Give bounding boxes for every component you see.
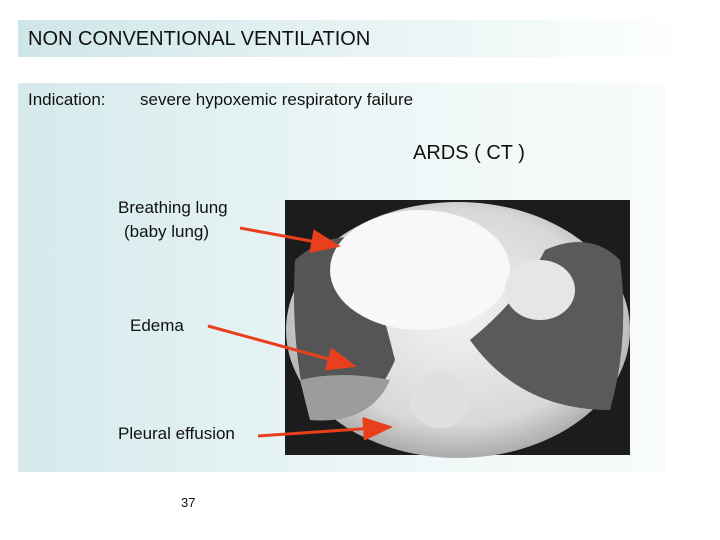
- annotation: (baby lung): [124, 222, 210, 241]
- annotation: Pleural effusion: [118, 424, 235, 443]
- title-band: [18, 20, 683, 57]
- ct-image: [285, 200, 630, 458]
- page-number: 37: [181, 495, 196, 510]
- indication-label: Indication:: [28, 90, 106, 109]
- annotation: Edema: [130, 316, 184, 335]
- arrows: [207, 226, 393, 441]
- annotation: Breathing lung: [118, 198, 228, 217]
- figure-caption: ARDS ( CT ): [413, 142, 525, 164]
- slide-title: NON CONVENTIONAL VENTILATION: [28, 28, 371, 50]
- indication-text: severe hypoxemic respiratory failure: [140, 90, 414, 109]
